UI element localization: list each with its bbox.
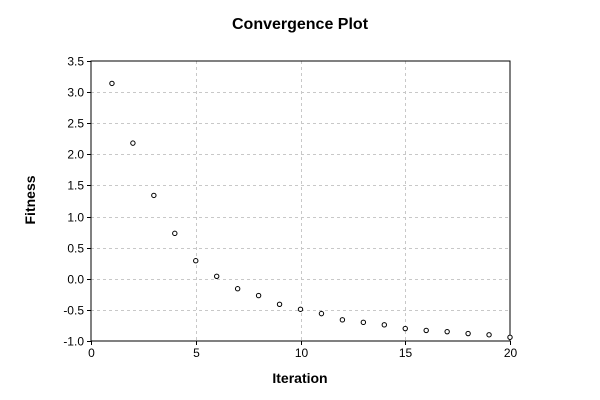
tick-layer: 0 5 10 15 20 -1.0 -0.5 0.0 0.5 1.0 1.5 2.0 2.5 3.0 3.5 [63,55,517,361]
x-tick-label: 0 [88,346,95,360]
y-tick-label: 3.5 [67,55,84,69]
x-tick-label: 5 [193,346,200,360]
y-tick-label: 2.0 [67,148,84,162]
y-tick-label: 0.0 [67,273,84,287]
x-axis-label: Iteration [272,370,327,386]
data-point [486,332,492,338]
data-point [130,140,136,146]
y-tick-label: -0.5 [63,304,84,318]
data-point [318,310,325,317]
data-point [360,319,367,326]
plot-area-frame [90,60,511,342]
data-point [109,80,115,87]
y-tick-label: 1.0 [67,211,84,225]
data-point [151,192,157,199]
data-point [402,325,408,332]
data-point [276,301,283,307]
x-tick-label: 20 [504,346,518,360]
data-point [381,322,387,328]
data-point [172,230,178,237]
data-point [444,328,450,335]
data-point [297,306,304,312]
grid-layer [91,61,510,341]
y-tick-label: 1.5 [67,179,84,193]
x-tick-label: 15 [399,346,413,360]
y-axis-label: Fitness [22,175,38,224]
data-point [507,334,513,340]
data-point [193,258,199,264]
data-point [339,317,346,323]
y-tick-label: 3.0 [67,86,84,100]
data-point [465,330,471,337]
y-tick-label: 0.5 [67,242,84,256]
data-point [214,273,220,279]
y-tick-label: -1.0 [63,335,84,349]
data-points-layer [109,80,513,340]
data-point [423,327,429,334]
chart-title: Convergence Plot [232,16,369,33]
x-tick-label: 10 [295,346,309,360]
y-tick-label: 2.5 [67,117,84,131]
data-point [234,286,241,292]
data-point [255,292,262,299]
